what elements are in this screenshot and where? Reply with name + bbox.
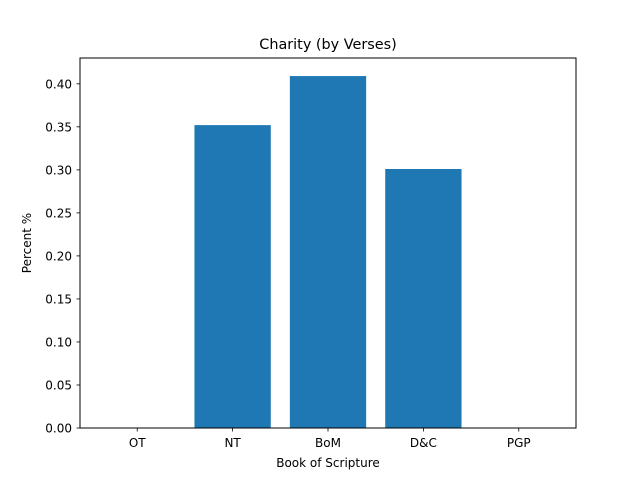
y-tick-label: 0.20 [45, 249, 72, 263]
x-tick-label: PGP [507, 436, 531, 450]
ticks-layer: OT NT BoM D&C PGP 0.00 0.05 0.10 0.15 0.20 0.25 0.3… [45, 77, 530, 450]
plot-area-frame [79, 57, 577, 429]
x-axis-label: Book of Scripture [276, 456, 380, 470]
y-tick-label: 0.15 [45, 292, 72, 306]
chart-title: Charity (by Verses) [259, 37, 396, 53]
y-tick-label: 0.40 [45, 77, 72, 91]
bar-bom [289, 76, 367, 428]
y-tick-label: 0.10 [45, 335, 72, 349]
y-tick-label: 0.30 [45, 163, 72, 177]
x-tick-label: BoM [315, 436, 341, 450]
x-tick-label: D&C [410, 436, 437, 450]
y-tick-label: 0.05 [45, 378, 72, 392]
bar-nt [194, 125, 271, 429]
bar-d-c [385, 169, 462, 428]
x-tick-label: NT [224, 436, 241, 450]
y-tick-label: 0.35 [45, 120, 72, 134]
x-tick-label: OT [129, 436, 146, 450]
y-tick-label: 0.25 [45, 206, 72, 220]
y-tick-label: 0.00 [45, 422, 72, 436]
y-axis-label: Percent % [20, 213, 34, 273]
bars-layer [194, 76, 462, 429]
